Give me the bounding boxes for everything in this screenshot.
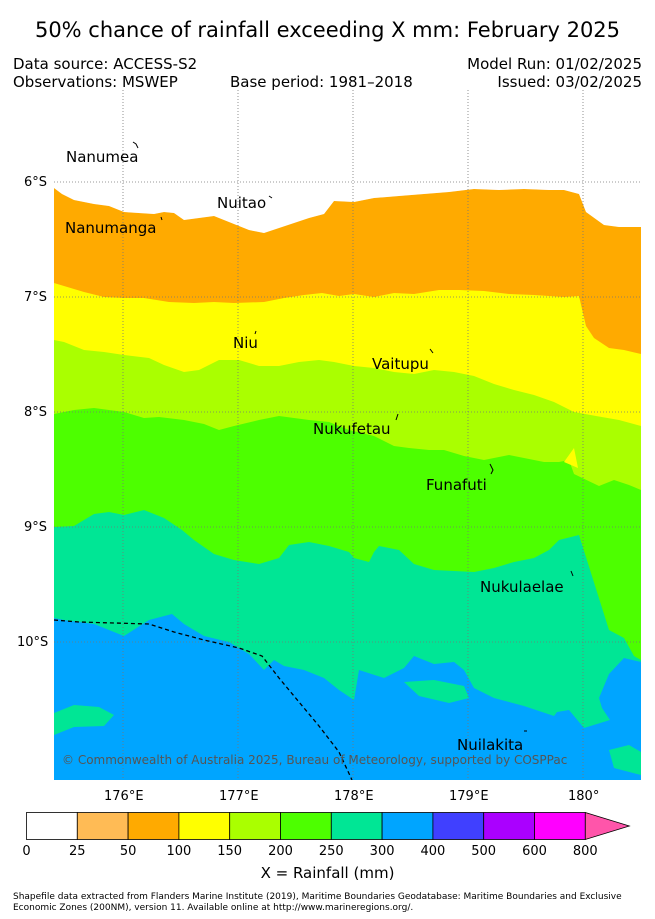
colorbar-segment <box>280 812 332 840</box>
lon-label-180: 180° <box>568 789 600 804</box>
colorbar-tick-label: 600 <box>522 844 547 859</box>
colorbar-segment <box>381 812 434 840</box>
lat-label-7s: 7°S <box>24 290 48 305</box>
colorbar-segment <box>432 812 485 840</box>
niu-outline <box>254 330 257 335</box>
island-label-nukufetau: Nukufetau <box>313 420 391 438</box>
island-label-nuitao: Nuitao <box>217 194 267 212</box>
data-source: Data source: ACCESS-S2 <box>13 55 198 73</box>
lat-label-6s: 6°S <box>24 175 48 190</box>
band-0-25 <box>54 90 641 233</box>
colorbar-tick-label: 500 <box>471 844 497 859</box>
colorbar-tick-label: 200 <box>268 844 293 859</box>
colorbar-tick-label: 0 <box>22 844 31 859</box>
colorbar-segment <box>26 812 78 840</box>
rainfall-contours <box>54 90 641 780</box>
vaitupu-outline <box>429 348 434 354</box>
colorbar-segment <box>330 812 383 840</box>
lon-label-177e: 177°E <box>219 789 259 804</box>
teal-patch-1 <box>54 705 114 735</box>
island-label-vaitupu: Vaitupu <box>372 355 429 373</box>
colorbar-segment <box>229 812 281 840</box>
colorbar-tick-label: 150 <box>217 844 243 859</box>
grid-lines <box>54 90 641 780</box>
nukulaelae-outline <box>570 570 574 577</box>
copyright-notice: © Commonwealth of Australia 2025, Bureau… <box>62 753 568 767</box>
nanumanga-outline <box>160 216 163 221</box>
lat-label-9s: 9°S <box>24 520 48 535</box>
colorbar-tick-label: 50 <box>119 844 137 859</box>
nanumea-outline <box>132 141 139 149</box>
colorbar-segment <box>127 812 180 840</box>
lat-label-8s: 8°S <box>24 405 48 420</box>
nukufetau-outline <box>395 413 399 421</box>
nuitao-outline <box>268 195 273 199</box>
observations: Observations: MSWEP <box>13 73 178 91</box>
colorbar <box>26 812 631 841</box>
island-label-nuilakita: Nuilakita <box>457 736 524 754</box>
colorbar-segment <box>534 812 586 840</box>
funafuti-outline <box>489 463 494 475</box>
island-label-nanumea: Nanumea <box>66 148 139 166</box>
colorbar-tick-label: 25 <box>69 844 86 859</box>
island-label-nanumanga: Nanumanga <box>65 219 157 237</box>
lat-label-10s: 10°S <box>17 635 49 650</box>
map-title: 50% chance of rainfall exceeding X mm: F… <box>34 18 621 42</box>
teal-patch-2 <box>609 745 641 775</box>
colorbar-tick-label: 400 <box>420 844 446 859</box>
lon-label-178e: 178°E <box>334 789 374 804</box>
island-outlines <box>132 141 574 732</box>
colorbar-label: X = Rainfall (mm) <box>260 864 395 882</box>
colorbar-extend-arrow <box>584 812 631 841</box>
lon-label-176e: 176°E <box>104 789 144 804</box>
colorbar-tick-label: 250 <box>318 844 344 859</box>
colorbar-tick-label: 800 <box>572 844 598 859</box>
colorbar-segment <box>483 812 535 840</box>
island-label-nukulaelae: Nukulaelae <box>480 578 564 596</box>
colorbar-tick-label: 100 <box>166 844 192 859</box>
island-label-funafuti: Funafuti <box>426 476 487 494</box>
issued-date: Issued: 03/02/2025 <box>497 73 642 91</box>
colorbar-segment <box>178 812 231 840</box>
rainfall-map: Nanumea Nuitao Nanumanga Niu Vaitupu Nuk… <box>54 90 641 780</box>
maritime-boundary <box>54 619 353 780</box>
island-label-niu: Niu <box>233 334 258 352</box>
lon-label-179e: 179°E <box>449 789 489 804</box>
colorbar-segment <box>76 812 129 840</box>
footer-credit: Shapefile data extracted from Flanders M… <box>13 892 622 913</box>
model-run: Model Run: 01/02/2025 <box>467 55 642 73</box>
base-period: Base period: 1981–2018 <box>230 73 413 91</box>
colorbar-tick-label: 300 <box>369 844 395 859</box>
